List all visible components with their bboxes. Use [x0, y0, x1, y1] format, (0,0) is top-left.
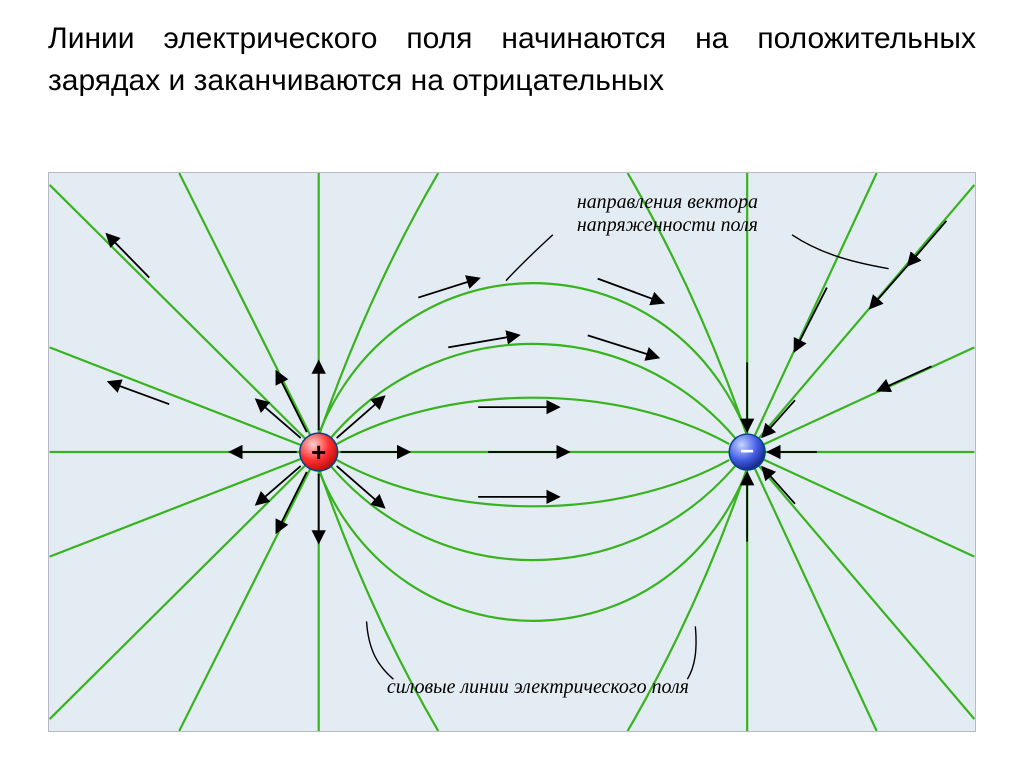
svg-text:−: − — [740, 438, 754, 465]
field-line — [747, 452, 877, 731]
vector-arrow — [879, 366, 932, 390]
field-line — [50, 347, 319, 452]
pointer-line — [687, 626, 696, 679]
field-line — [337, 460, 730, 506]
field-line — [747, 185, 974, 452]
field-line — [50, 452, 319, 557]
field-line — [331, 466, 736, 560]
vector-arrow — [588, 335, 658, 357]
page-title: Линии электрического поля начинаются на … — [48, 18, 976, 102]
pointer-line — [506, 235, 553, 281]
field-line — [747, 347, 974, 452]
field-line — [319, 283, 747, 434]
positive-charge: + — [300, 433, 338, 471]
field-line — [50, 452, 319, 719]
vector-arrow — [418, 279, 478, 298]
label-bottom: силовые линии электрического поля — [387, 676, 689, 698]
diagram-svg: + − направления вектора напряженности по… — [49, 173, 975, 731]
pointer-line — [367, 621, 394, 679]
negative-charge: − — [729, 434, 765, 470]
field-line — [747, 452, 974, 557]
vector-arrow — [795, 288, 827, 351]
field-line — [331, 344, 736, 438]
field-line — [50, 185, 319, 452]
field-diagram: + − направления вектора напряженности по… — [48, 172, 976, 732]
field-line — [747, 452, 974, 719]
svg-text:+: + — [311, 439, 326, 467]
field-line — [747, 173, 877, 452]
vector-arrow — [277, 472, 307, 532]
vector-arrow — [871, 258, 915, 308]
vector-arrow — [107, 235, 149, 278]
field-line — [179, 173, 319, 452]
field-line — [337, 398, 730, 444]
field-line — [319, 470, 747, 621]
field-line — [179, 452, 319, 731]
vector-arrow — [909, 221, 947, 265]
vector-arrow — [598, 279, 663, 303]
label-top-line2: напряженности поля — [577, 214, 758, 236]
vector-arrow — [277, 372, 307, 432]
page: Линии электрического поля начинаются на … — [0, 0, 1024, 767]
label-top-line1: направления вектора — [577, 191, 758, 213]
vector-arrow — [109, 382, 169, 404]
